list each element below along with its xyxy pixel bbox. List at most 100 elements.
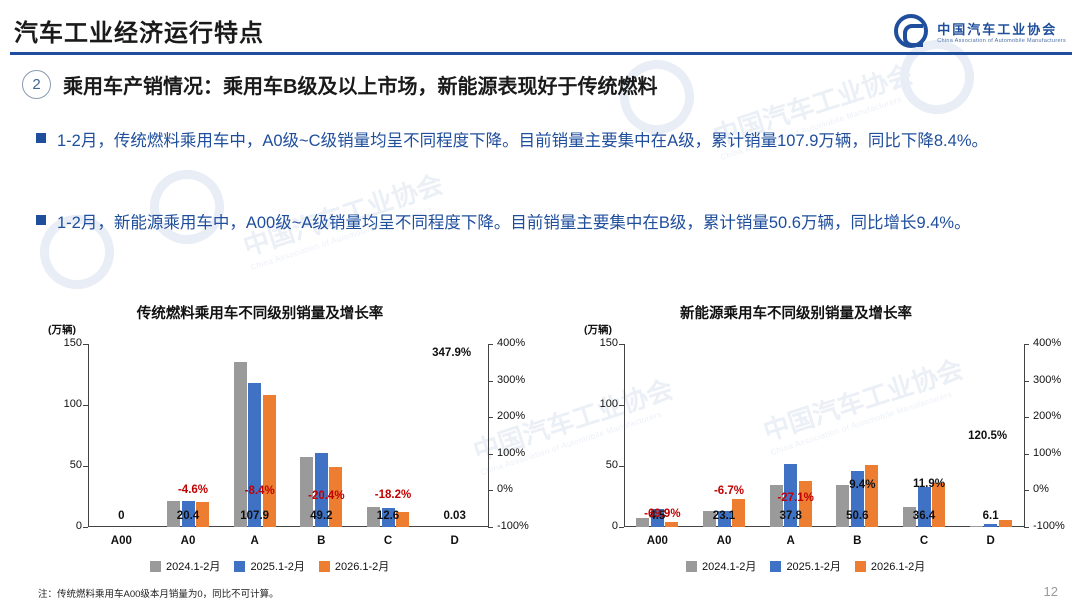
y-axis-tick-mark [83,344,88,345]
section-title: 乘用车产销情况：乘用车B级及以上市场，新能源表现好于传统燃料 [63,76,658,98]
legend-label: 2024.1-2月 [166,561,221,573]
y-axis-tick-right: -100% [497,520,529,532]
legend-swatch [150,560,161,572]
bullet-text: 1-2月，新能源乘用车中，A00级~A级销量均呈不同程度下降。目前销量主要集中在… [57,214,971,232]
legend-label: 2025.1-2月 [786,561,841,573]
bullet-item: 1-2月，新能源乘用车中，A00级~A级销量均呈不同程度下降。目前销量主要集中在… [36,208,992,239]
y-axis-tick-right: 300% [1033,373,1062,386]
chart-legend: 2024.1-2月 2025.1-2月 2026.1-2月 [150,558,389,574]
bar [262,395,276,527]
growth-rate-label: 9.4% [849,478,876,491]
y-axis-tick-right: 0% [1033,483,1049,496]
bar-value-label: 50.6 [846,510,869,522]
right-axis [488,344,489,527]
bar [769,484,783,527]
y-axis-tick-mark [1024,453,1029,455]
bar [650,508,664,527]
x-axis-category-label: A00 [110,535,132,547]
chart-new-energy: 新能源乘用车不同级别销量及增长率 (万辆) 2024.1-2月 2025.1-2月… [556,300,1066,580]
bar [300,456,314,527]
y-axis-tick-mark [1024,344,1029,345]
y-axis-tick-mark [83,466,88,467]
bullet-square-icon [36,215,46,225]
y-axis-tick-left: 100 [63,398,82,410]
bar [181,500,195,527]
y-axis-tick-mark [488,490,493,492]
bar [903,506,916,527]
plot-area [88,344,488,527]
legend-swatch [770,560,782,572]
y-axis-tick-left: 0 [611,520,618,532]
y-axis-tick-left: 100 [599,398,618,410]
growth-rate-label: -18.2% [374,489,412,502]
bar [167,500,180,527]
y-axis-tick-mark [488,380,493,382]
y-axis-tick-left: 150 [599,337,618,349]
bar-value-label: 23.1 [712,510,736,522]
bar [836,484,850,527]
bar [367,506,380,527]
bar [196,502,209,527]
bar [636,517,650,527]
bar-value-label: 4.5 [649,510,666,522]
bar-value-label: 107.9 [240,510,270,522]
bar [850,470,864,527]
y-axis-tick-mark [83,405,88,406]
legend-label: 2026.1-2月 [870,561,926,573]
y-axis-tick-mark [488,453,493,455]
bar [732,498,745,527]
legend-item: 2025.1-2月 [234,558,305,574]
growth-rate-label: 347.9% [432,347,472,360]
bar [984,523,998,527]
y-axis-tick-mark [488,417,493,419]
legend-label: 2024.1-2月 [702,561,757,573]
growth-rate-label: -6.7% [713,484,745,497]
chart-title: 新能源乘用车不同级别销量及增长率 [680,306,912,322]
right-axis [1024,344,1025,527]
brand-name-cn: 中国汽车工业协会 [937,21,1058,37]
bar [932,482,945,527]
chart-note: 注：传统燃料乘用车A00级本月销量为0，同比不可计算。 [38,589,279,600]
y-axis-tick-mark [1024,490,1029,492]
chart-legend: 2024.1-2月 2025.1-2月 2026.1-2月 [686,558,925,574]
y-axis-tick-mark [1024,417,1029,419]
x-axis-category-label: C [919,535,929,547]
bullet-item: 1-2月，传统燃料乘用车中，A0级~C级销量均呈不同程度下降。目前销量主要集中在… [36,126,992,157]
y-axis-tick-mark [83,527,88,528]
growth-rate-label: -8.4% [244,485,275,498]
x-axis-category-label: D [450,535,459,547]
legend-label: 2026.1-2月 [334,561,390,573]
y-axis-tick-left: 50 [605,459,618,471]
bar-value-label: 20.4 [176,510,200,522]
y-axis-tick-mark [619,527,624,528]
x-axis-category-label: A [250,535,259,547]
y-axis-tick-mark [488,344,493,345]
x-axis-category-label: B [853,535,862,547]
growth-rate-label: 120.5% [968,430,1008,443]
legend-item: 2026.1-2月 [854,558,926,574]
growth-rate-label: -20.4% [308,489,345,502]
y-axis-tick-left: 50 [69,459,82,471]
y-axis-tick-right: 0% [497,483,513,496]
y-axis-tick-mark [1024,527,1029,528]
caam-logo-icon [894,14,929,48]
bar [381,508,395,527]
y-axis-tick-mark [619,466,624,467]
header-divider [10,52,1072,55]
section-number: 2 [22,70,51,99]
growth-rate-label: 11.9% [913,478,945,491]
bullet-square-icon [36,133,46,143]
bar-value-label: 6.1 [982,510,999,522]
bar [998,519,1012,527]
bar-value-label: 12.6 [376,510,400,522]
bar [865,465,879,527]
y-axis-tick-left: 0 [75,520,82,532]
page-number: 12 [1043,584,1058,599]
chart-traditional-fuel: 传统燃料乘用车不同级别销量及增长率 (万辆) 2024.1-2月 2025.1-2… [20,300,530,580]
y-axis-tick-right: 100% [1033,446,1062,459]
y-axis-tick-right: 100% [497,446,526,459]
y-axis-tick-right: 200% [1033,410,1062,423]
x-axis-category-label: A0 [716,535,732,547]
chart-title: 传统燃料乘用车不同级别销量及增长率 [136,306,384,322]
legend-item: 2025.1-2月 [770,558,841,574]
